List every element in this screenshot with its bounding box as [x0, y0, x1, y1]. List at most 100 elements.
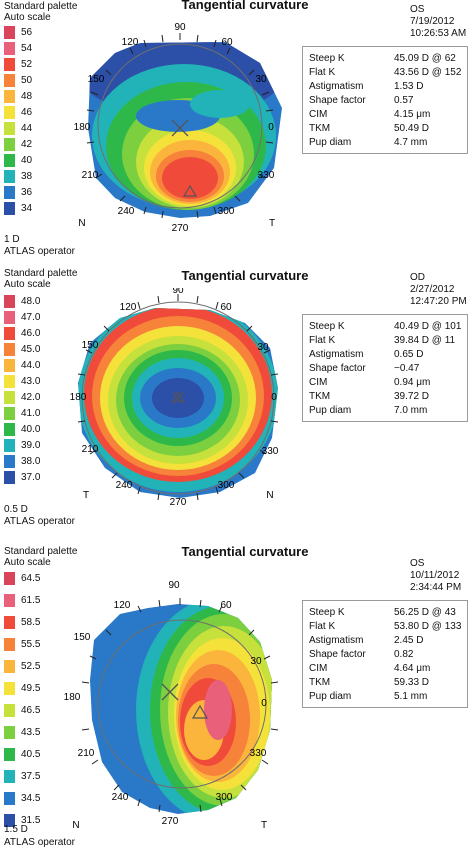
angle-label: 150 — [88, 74, 105, 85]
legend-swatch — [4, 660, 15, 673]
palette-label: Standard palette Auto scale — [4, 546, 78, 568]
legend-value: 44.0 — [21, 360, 41, 371]
map-title: Tangential curvature — [181, 0, 309, 12]
corneal-topography-map: 90 60 30 0 330 300 270 240 210 180 150 1… — [64, 580, 279, 831]
apex-marker — [172, 390, 184, 402]
angle-label: 180 — [64, 692, 81, 703]
legend-swatch — [4, 202, 15, 215]
angle-label: 330 — [258, 170, 275, 181]
eye-label: OS — [410, 558, 425, 569]
legend-value: 54 — [21, 43, 33, 54]
legend-value: 40.5 — [21, 749, 41, 760]
legend-swatch — [4, 814, 15, 827]
stat-row: Astigmatism 2.45 D — [309, 635, 424, 646]
direction-label-left: N — [78, 218, 85, 229]
legend-swatch — [4, 594, 15, 607]
angle-label: 210 — [82, 170, 99, 181]
stat-row: Steep K 40.49 D @ 101 — [309, 321, 462, 332]
palette-label: Standard palette Auto scale — [4, 1, 78, 23]
angle-label: 210 — [78, 748, 95, 759]
angle-label: 150 — [74, 632, 91, 643]
legend-swatch — [4, 26, 15, 39]
angle-label: 60 — [220, 600, 232, 611]
legend-swatch — [4, 311, 15, 324]
corneal-topography-map: 90 60 30 0 330 300 270 240 210 180 150 1… — [70, 288, 279, 506]
legend-value: 44 — [21, 123, 33, 134]
legend-swatch — [4, 407, 15, 420]
angle-label: 90 — [174, 22, 186, 33]
stat-row: CIM 0.94 μm — [309, 377, 431, 388]
angle-label: 180 — [70, 392, 87, 403]
exam-time: 2:34:44 PM — [410, 582, 462, 593]
angle-label: 270 — [172, 223, 189, 234]
legend-swatch — [4, 295, 15, 308]
legend-swatch — [4, 423, 15, 436]
angle-label: 30 — [255, 74, 267, 85]
stat-row: TKM 50.49 D — [309, 123, 430, 134]
map-panel-3: Standard palette Auto scale Tangential cu… — [0, 544, 474, 863]
apex-marker — [182, 184, 198, 197]
legend-swatch — [4, 42, 15, 55]
legend-swatch — [4, 439, 15, 452]
legend-swatch — [4, 471, 15, 484]
legend-swatch — [4, 170, 15, 183]
legend-value: 52 — [21, 59, 33, 70]
angle-label: 0 — [268, 122, 274, 133]
stat-row: Steep K 56.25 D @ 43 — [309, 607, 456, 618]
legend-value: 56 — [21, 27, 33, 38]
stat-row: Flat K 53.80 D @ 133 — [309, 621, 462, 632]
legend-value: 34 — [21, 203, 33, 214]
legend-swatch — [4, 122, 15, 135]
legend-swatch — [4, 455, 15, 468]
exam-time: 12:47:20 PM — [410, 296, 467, 307]
legend-value: 34.5 — [21, 793, 41, 804]
legend-value: 41.0 — [21, 408, 41, 419]
legend-value: 42 — [21, 139, 33, 150]
legend-value: 46.5 — [21, 705, 41, 716]
eye-label: OD — [410, 272, 425, 283]
legend-value: 40 — [21, 155, 33, 166]
direction-label-left: N — [72, 820, 79, 831]
legend-swatch — [4, 327, 15, 340]
angle-label: 120 — [120, 302, 137, 313]
legend-value: 42.0 — [21, 392, 41, 403]
legend-value: 37.0 — [21, 472, 41, 483]
angle-label: 300 — [218, 480, 235, 491]
legend-swatch — [4, 58, 15, 71]
exam-date: 10/11/2012 — [410, 570, 460, 581]
legend-swatch — [4, 770, 15, 783]
legend-value: 61.5 — [21, 595, 41, 606]
stats-box: Steep K 56.25 D @ 43 Flat K 53.80 D @ 133 … — [302, 600, 468, 708]
legend-swatch — [4, 186, 15, 199]
stat-row: CIM 4.64 μm — [309, 663, 431, 674]
map-panel-2: Standard palette Auto scale Tangential cu… — [0, 268, 474, 530]
legend-value: 47.0 — [21, 312, 41, 323]
map-title: Tangential curvature — [181, 544, 309, 559]
legend-swatch — [4, 391, 15, 404]
stat-row: Astigmatism 0.65 D — [309, 349, 424, 360]
map-title: Tangential curvature — [181, 268, 309, 283]
direction-label-right: N — [266, 490, 273, 501]
angle-label: 270 — [162, 816, 179, 827]
legend-value: 55.5 — [21, 639, 41, 650]
legend-swatch — [4, 138, 15, 151]
angle-label: 210 — [82, 444, 99, 455]
legend-swatch — [4, 638, 15, 651]
vertex-marker — [171, 119, 189, 137]
angle-label: 90 — [168, 580, 180, 591]
legend-swatch — [4, 726, 15, 739]
legend-value: 37.5 — [21, 771, 41, 782]
apex-marker — [191, 704, 209, 719]
angle-label: 150 — [82, 340, 99, 351]
stats-box: Steep K 40.49 D @ 101 Flat K 39.84 D @ 11 … — [302, 314, 468, 422]
operator-label: ATLAS operator — [4, 837, 75, 848]
legend-swatch — [4, 748, 15, 761]
stat-row: Shape factor 0.82 — [309, 649, 414, 660]
angle-label: 300 — [216, 792, 233, 803]
direction-label-right: T — [269, 218, 275, 229]
angle-label: 90 — [172, 288, 184, 296]
direction-label-left: T — [83, 490, 89, 501]
legend-value: 40.0 — [21, 424, 41, 435]
angle-label: 60 — [220, 302, 232, 313]
angle-label: 240 — [116, 480, 133, 491]
